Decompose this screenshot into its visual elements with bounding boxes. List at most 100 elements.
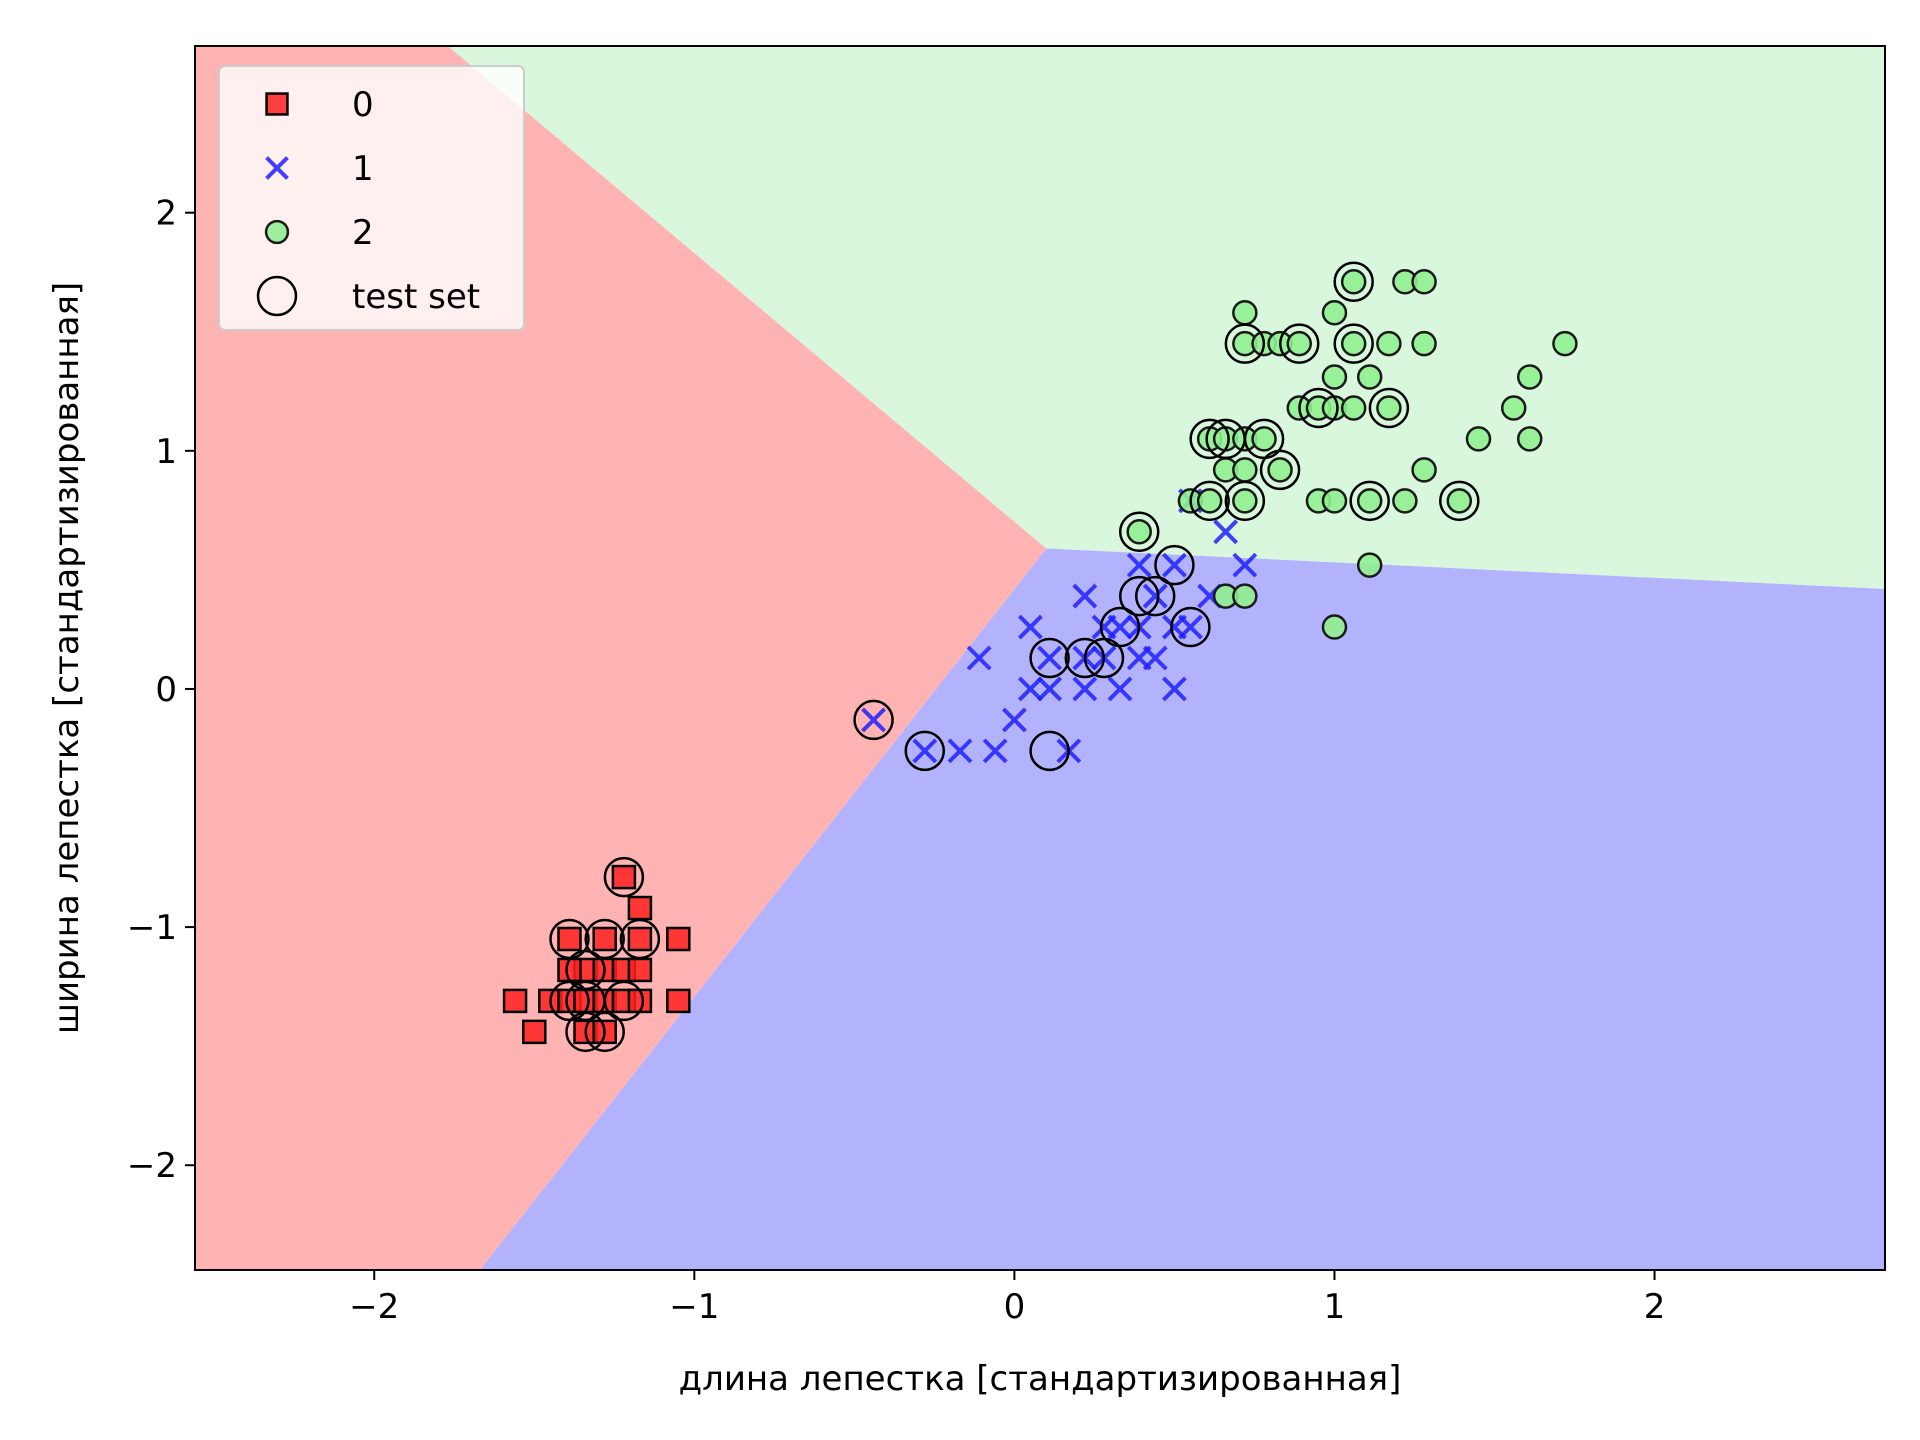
region-class-0 — [195, 46, 1047, 1270]
point-class-0 — [627, 926, 653, 952]
data-points — [502, 261, 1578, 1053]
y-tick-label: 1 — [155, 432, 177, 472]
plot-frame — [194, 45, 1886, 1271]
test-set-marker — [1170, 606, 1211, 648]
point-class-0 — [502, 988, 528, 1014]
point-class-1 — [1037, 645, 1063, 671]
point-class-1 — [1037, 676, 1063, 702]
legend-marker-2 — [264, 219, 290, 245]
x-axis-label: длина лепестка [стандартизированная] — [679, 1359, 1402, 1399]
point-class-0 — [627, 895, 653, 921]
test-set-marker — [1368, 387, 1410, 429]
point-class-1 — [1107, 676, 1133, 702]
point-class-1 — [1232, 552, 1258, 578]
legend-label: test set — [352, 277, 480, 317]
x-tick-label: −2 — [349, 1287, 399, 1327]
test-set-marker — [565, 1011, 606, 1053]
x-tick-label: 0 — [1004, 1287, 1026, 1327]
point-class-2 — [1356, 552, 1383, 578]
y-tick-label: −1 — [127, 908, 177, 948]
point-class-2 — [1251, 426, 1277, 452]
region-class-2 — [447, 46, 1885, 589]
point-class-1 — [1017, 614, 1043, 640]
point-class-2 — [1321, 614, 1348, 640]
point-class-2 — [1340, 269, 1367, 295]
test-set-marker — [1349, 480, 1390, 522]
point-class-1 — [1162, 552, 1187, 578]
point-class-2 — [1232, 457, 1258, 483]
point-class-1 — [947, 738, 973, 764]
point-class-2 — [1267, 457, 1293, 483]
legend-label: 0 — [352, 85, 374, 125]
test-set-marker — [853, 699, 894, 741]
point-class-2 — [1376, 395, 1402, 421]
point-class-2 — [1321, 364, 1348, 390]
test-set-marker — [1298, 387, 1339, 429]
point-class-2 — [1411, 457, 1437, 483]
test-set-marker — [1029, 637, 1070, 679]
x-tick-label: 1 — [1324, 1287, 1346, 1327]
test-set-marker — [1064, 637, 1106, 679]
region-class-1 — [479, 548, 1885, 1270]
test-set-marker — [1118, 575, 1160, 617]
test-set-marker — [1154, 544, 1195, 586]
point-class-0 — [666, 988, 691, 1014]
point-class-2 — [1552, 330, 1578, 357]
point-class-1 — [1162, 676, 1187, 702]
point-class-1 — [1213, 519, 1239, 545]
point-class-2 — [1356, 364, 1383, 390]
test-set-marker — [1224, 480, 1266, 522]
point-class-1 — [966, 645, 992, 671]
point-class-2 — [1465, 426, 1492, 452]
legend-label: 1 — [352, 149, 374, 189]
point-class-2 — [1196, 488, 1223, 514]
y-tick-label: −2 — [127, 1146, 177, 1186]
x-axis-ticks: −2 −1 0 1 2 — [349, 1270, 1665, 1327]
point-class-1 — [912, 738, 938, 764]
x-tick-label: 2 — [1644, 1287, 1666, 1327]
decision-regions — [195, 46, 1885, 1270]
test-set-marker — [1224, 323, 1266, 364]
point-class-0 — [557, 926, 582, 952]
point-class-2 — [1446, 488, 1473, 514]
point-class-1 — [1142, 583, 1168, 609]
test-set-marker — [603, 980, 645, 1022]
test-set-marker — [904, 730, 946, 772]
test-set-marker — [1189, 480, 1230, 522]
test-set-marker — [1029, 730, 1070, 772]
point-class-1 — [1072, 583, 1098, 609]
test-set-marker — [1134, 575, 1176, 617]
y-axis-label: ширина лепестка [стандартизированная] — [47, 282, 87, 1034]
point-class-2 — [1411, 269, 1437, 295]
point-class-1 — [982, 738, 1008, 764]
point-class-2 — [1126, 519, 1152, 545]
test-set-marker — [1099, 606, 1141, 648]
point-class-2 — [1392, 488, 1418, 514]
point-class-1 — [1091, 614, 1117, 640]
test-set-marker — [603, 856, 645, 898]
point-class-1 — [861, 707, 886, 733]
point-class-2 — [1376, 330, 1402, 357]
point-class-2 — [1321, 299, 1348, 326]
legend-marker-test set — [256, 275, 298, 317]
point-class-2 — [1321, 488, 1348, 514]
point-class-1 — [1178, 614, 1203, 640]
test-set-marker — [619, 918, 661, 960]
test-set-marker — [1259, 449, 1301, 491]
legend-label: 2 — [352, 213, 374, 253]
test-set-marker — [1439, 480, 1480, 522]
point-class-2 — [1286, 330, 1313, 357]
point-class-2 — [1232, 299, 1258, 326]
point-class-1 — [1142, 645, 1168, 671]
test-set-marker — [584, 918, 625, 960]
point-class-0 — [666, 926, 691, 952]
x-tick-label: −1 — [669, 1287, 719, 1327]
point-class-1 — [1126, 552, 1152, 578]
point-class-2 — [1356, 488, 1383, 514]
test-set-marker — [1333, 323, 1374, 364]
point-class-2 — [1516, 364, 1543, 390]
point-class-1 — [1072, 676, 1098, 702]
y-axis-ticks: −2 −1 0 1 2 — [127, 194, 195, 1186]
legend-marker-1 — [265, 156, 289, 180]
